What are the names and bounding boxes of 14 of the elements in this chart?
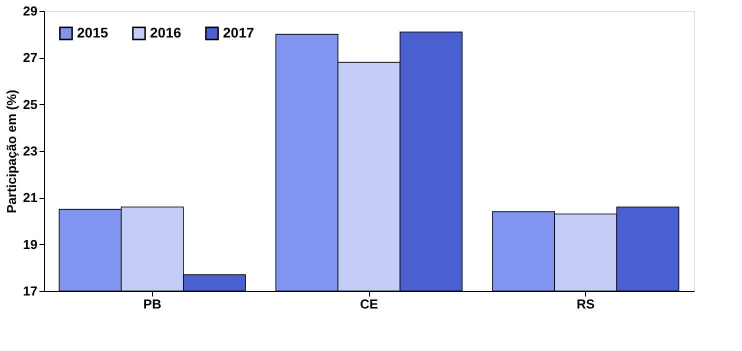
legend-label: 2016 <box>150 24 182 40</box>
x-tick-label: CE <box>360 296 378 312</box>
y-axis-title: Participação em (%) <box>4 90 20 214</box>
y-tick-label: 25 <box>23 96 38 112</box>
y-tick-label: 17 <box>23 284 38 298</box>
x-tick-label: PB <box>143 296 162 312</box>
y-tick-label: 23 <box>23 144 38 158</box>
legend-label: 2015 <box>77 24 108 40</box>
y-tick-label: 19 <box>23 236 38 252</box>
y-tick-label: 21 <box>23 190 38 206</box>
legend-label: 2017 <box>223 24 254 40</box>
y-tick-label: 29 <box>23 4 38 18</box>
y-tick-label: 27 <box>23 50 38 66</box>
x-tick-label: RS <box>576 296 596 312</box>
